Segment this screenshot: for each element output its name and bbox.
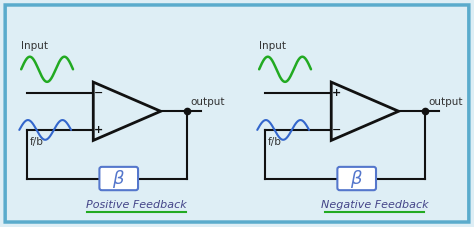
Text: −: − [94, 88, 104, 98]
Text: +: + [94, 125, 103, 135]
Text: Negative Feedback: Negative Feedback [320, 200, 428, 210]
Text: −: − [332, 125, 342, 135]
Text: f/b: f/b [30, 138, 44, 148]
FancyBboxPatch shape [5, 5, 469, 222]
Text: $\beta$: $\beta$ [112, 168, 125, 190]
Text: f/b: f/b [268, 138, 282, 148]
FancyBboxPatch shape [100, 167, 138, 190]
Text: output: output [428, 97, 463, 107]
Text: output: output [191, 97, 225, 107]
Text: $\beta$: $\beta$ [350, 168, 363, 190]
Text: Input: Input [259, 41, 286, 51]
Text: Positive Feedback: Positive Feedback [86, 200, 187, 210]
Text: +: + [332, 88, 342, 98]
Text: Input: Input [21, 41, 48, 51]
FancyBboxPatch shape [337, 167, 376, 190]
